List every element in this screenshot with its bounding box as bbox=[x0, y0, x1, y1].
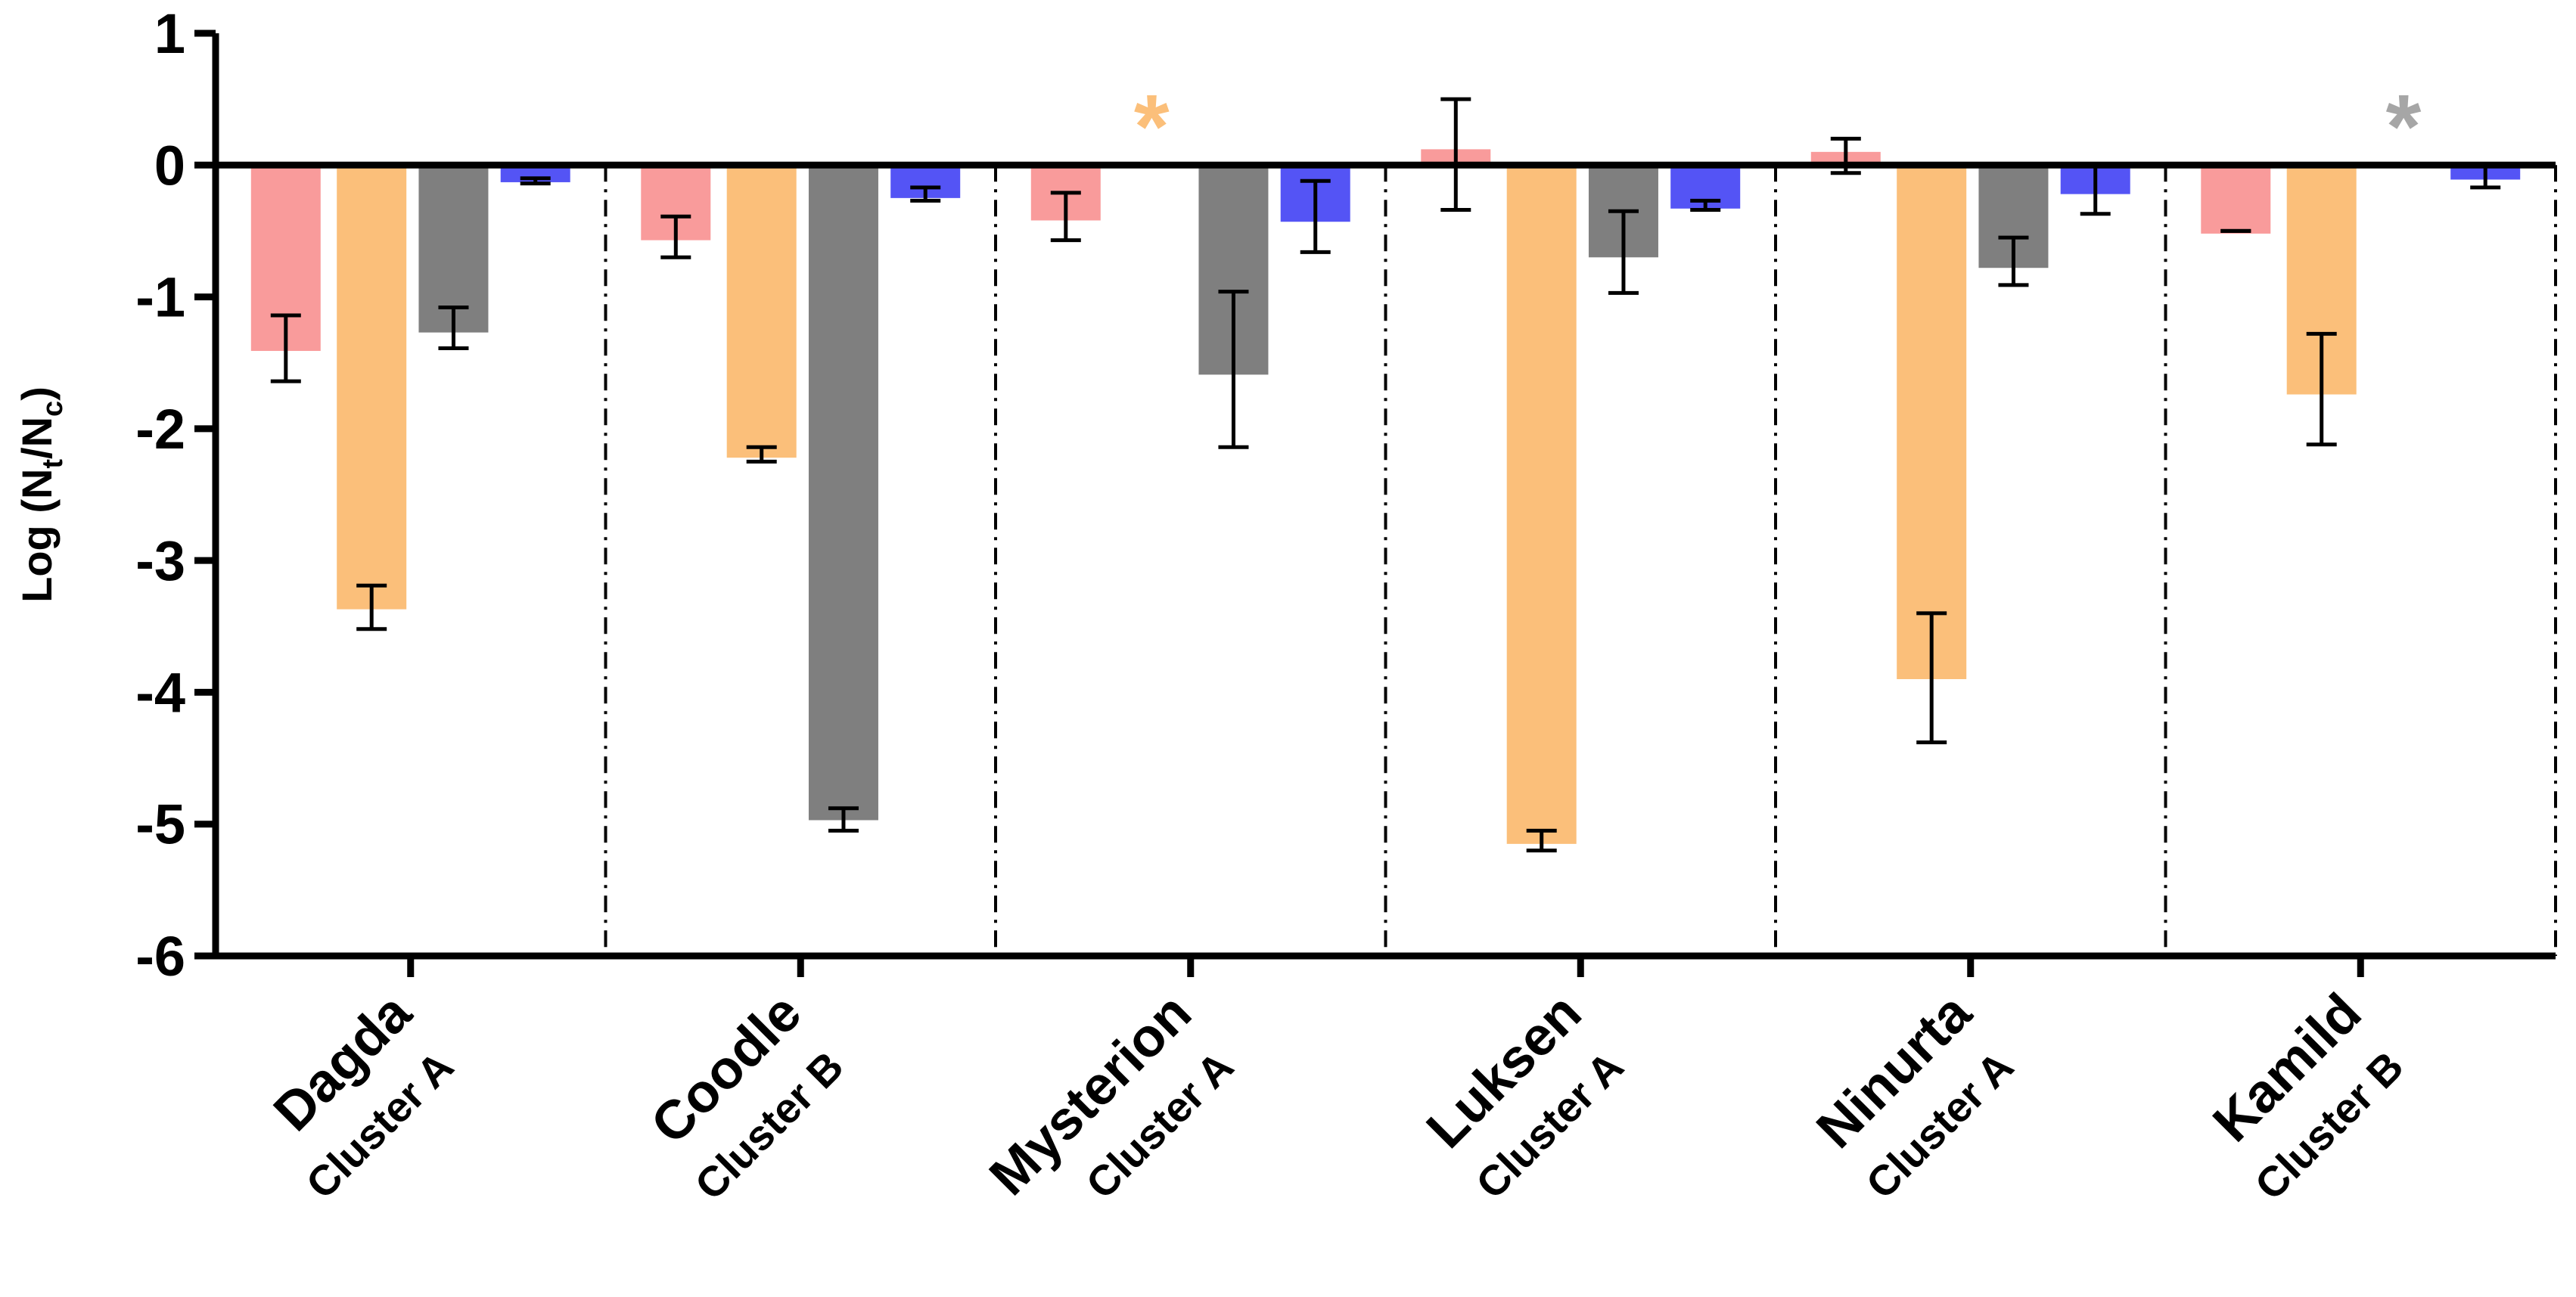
significance-asterisk: * bbox=[2386, 76, 2422, 177]
bar-series-3-dagda bbox=[418, 165, 489, 333]
y-tick-label: -4 bbox=[135, 661, 185, 724]
y-tick-label: -6 bbox=[135, 925, 185, 988]
bar-series-2-luksen bbox=[1506, 165, 1577, 844]
bar-series-2-coodle bbox=[726, 165, 797, 458]
ylabel-suffix: ) bbox=[13, 386, 61, 401]
y-tick-label: -1 bbox=[135, 266, 185, 329]
svg-text:Log (Nt/Nc): Log (Nt/Nc) bbox=[13, 386, 69, 603]
y-axis-label: Log (Nt/Nc) bbox=[13, 386, 69, 603]
bar-series-2-dagda bbox=[337, 165, 407, 610]
y-tick-label: 0 bbox=[154, 134, 185, 197]
ylabel-prefix: Log (N bbox=[13, 469, 61, 603]
y-tick-label: 1 bbox=[154, 2, 185, 65]
bar-series-4-dagda bbox=[500, 165, 570, 182]
significance-asterisk: * bbox=[1134, 76, 1170, 177]
y-tick-label: -2 bbox=[135, 398, 185, 461]
ylabel-mid: /N bbox=[13, 417, 61, 459]
bar-series-3-coodle bbox=[808, 165, 878, 821]
bar-series-1-kamild bbox=[2201, 165, 2271, 234]
y-tick-label: -5 bbox=[135, 793, 185, 856]
ylabel-sub2: c bbox=[37, 401, 69, 417]
ylabel-sub1: t bbox=[37, 459, 69, 469]
bar-series-2-ninurta bbox=[1897, 165, 1967, 680]
y-tick-label: -3 bbox=[135, 529, 185, 592]
